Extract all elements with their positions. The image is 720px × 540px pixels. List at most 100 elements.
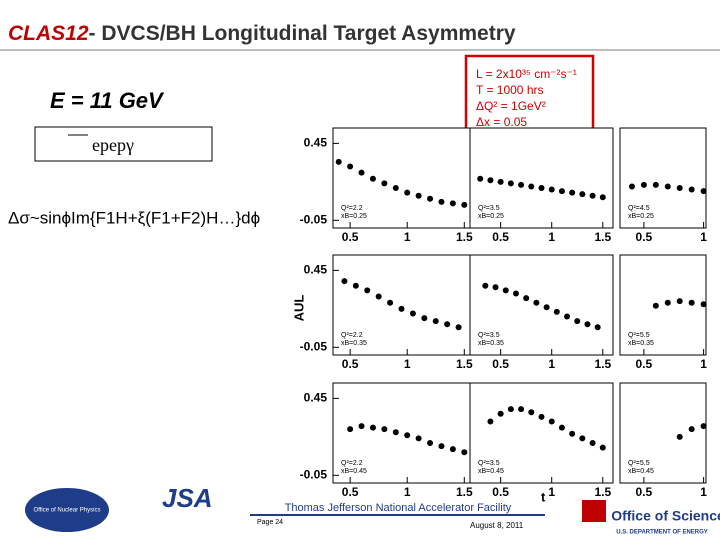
data-point <box>364 287 371 294</box>
x-tick-label: 0.5 <box>492 357 509 371</box>
y-tick-label: -0.05 <box>300 467 328 481</box>
data-point <box>676 185 683 191</box>
page-number: Page 24 <box>257 519 283 526</box>
data-point <box>533 299 540 306</box>
panel-frame <box>619 382 707 484</box>
doe-name: U.S. DEPARTMENT OF ENERGY <box>616 530 708 536</box>
xb-label: xB=0.45 <box>478 468 504 475</box>
date: August 8, 2011 <box>470 521 524 530</box>
plots: 0.45-0.050.5 1 1.5Q²=2.2xB=0.250.5 1 1.5Q²=3… <box>300 127 707 499</box>
x-tick-label: 1 <box>404 357 411 371</box>
data-point <box>507 406 514 413</box>
energy: E = 11 GeV <box>50 88 165 113</box>
data-point <box>594 324 601 331</box>
xb-label: xB=0.25 <box>341 213 367 220</box>
x-tick-label: 1 <box>700 230 707 244</box>
data-point <box>449 200 456 207</box>
y-tick-label: -0.05 <box>300 212 328 226</box>
q2-label: Q²=3.5 <box>478 332 500 339</box>
x-tick-label: 0.5 <box>492 485 509 499</box>
data-point <box>700 423 707 430</box>
xb-label: xB=0.25 <box>628 213 654 220</box>
q2-label: Q²=2.2 <box>341 205 363 212</box>
data-point <box>569 430 576 437</box>
xb-label: xB=0.45 <box>341 468 367 475</box>
data-point <box>574 318 581 325</box>
reaction: epepγ <box>92 135 134 155</box>
y-tick-label: -0.05 <box>300 339 328 353</box>
data-point <box>664 183 671 190</box>
xb-label: xB=0.25 <box>478 213 504 220</box>
data-point <box>461 201 468 208</box>
data-point <box>538 413 545 420</box>
data-point <box>427 195 434 202</box>
data-point <box>415 192 422 199</box>
data-point <box>579 435 586 442</box>
x-tick-label: 1 <box>404 230 411 244</box>
x-tick-label: 1.5 <box>594 357 611 371</box>
data-point <box>599 194 606 201</box>
data-point <box>553 308 560 315</box>
data-point <box>558 424 565 431</box>
data-point <box>341 278 348 285</box>
q2-label: Q²=2.2 <box>341 460 363 467</box>
data-point <box>444 321 451 328</box>
data-point <box>432 318 439 325</box>
data-point <box>507 180 514 187</box>
q2-label: Q²=5.5 <box>628 460 650 467</box>
data-point <box>569 189 576 196</box>
condition: L = 2x10³⁵ cm⁻²s⁻¹ <box>476 67 577 81</box>
data-point <box>688 186 695 193</box>
panel-frame <box>469 382 614 484</box>
data-point <box>543 304 550 311</box>
data-point <box>427 440 434 446</box>
data-point <box>477 175 484 182</box>
data-point <box>497 178 504 185</box>
data-point <box>421 315 428 322</box>
condition: T = 1000 hrs <box>476 83 544 97</box>
data-point <box>358 423 365 430</box>
data-point <box>392 185 399 191</box>
data-point <box>398 305 405 312</box>
x-tick-label: 0.5 <box>636 357 653 371</box>
data-point <box>518 406 525 413</box>
y-tick-label: 0.45 <box>304 263 328 277</box>
data-point <box>548 186 555 193</box>
data-point <box>461 449 468 456</box>
data-point <box>676 298 683 305</box>
data-point <box>664 299 671 306</box>
x-tick-label: 1 <box>548 357 555 371</box>
q2-label: Q²=2.2 <box>341 332 363 339</box>
panel-frame <box>469 254 614 356</box>
data-point <box>369 424 376 431</box>
panel-frame <box>332 382 471 484</box>
data-point <box>528 183 535 190</box>
x-axis-label: t <box>541 489 546 504</box>
data-point <box>482 282 489 289</box>
data-point <box>579 191 586 198</box>
data-point <box>558 188 565 195</box>
x-tick-label: 1 <box>700 357 707 371</box>
data-point <box>375 293 382 300</box>
data-point <box>599 444 606 451</box>
np-logo <box>25 488 109 532</box>
title-red: CLAS12 <box>8 22 89 45</box>
x-tick-label: 1.5 <box>456 230 473 244</box>
data-point <box>381 180 388 187</box>
lab-name: Thomas Jefferson National Accelerator Fa… <box>285 502 512 514</box>
condition: Δx = 0.05 <box>476 115 527 129</box>
data-point <box>387 299 394 306</box>
x-tick-label: 1.5 <box>456 357 473 371</box>
data-point <box>584 321 591 328</box>
panel-frame <box>332 127 471 229</box>
x-tick-label: 0.5 <box>342 230 359 244</box>
q2-label: Q²=4.5 <box>628 205 650 212</box>
x-tick-label: 1 <box>700 485 707 499</box>
data-point <box>449 446 456 453</box>
data-point <box>652 302 659 309</box>
data-point <box>518 181 525 188</box>
np-logo-text: Office of Nuclear Physics <box>34 508 101 514</box>
doe-logo <box>582 500 606 522</box>
data-point <box>381 426 388 433</box>
xb-label: xB=0.45 <box>628 468 654 475</box>
